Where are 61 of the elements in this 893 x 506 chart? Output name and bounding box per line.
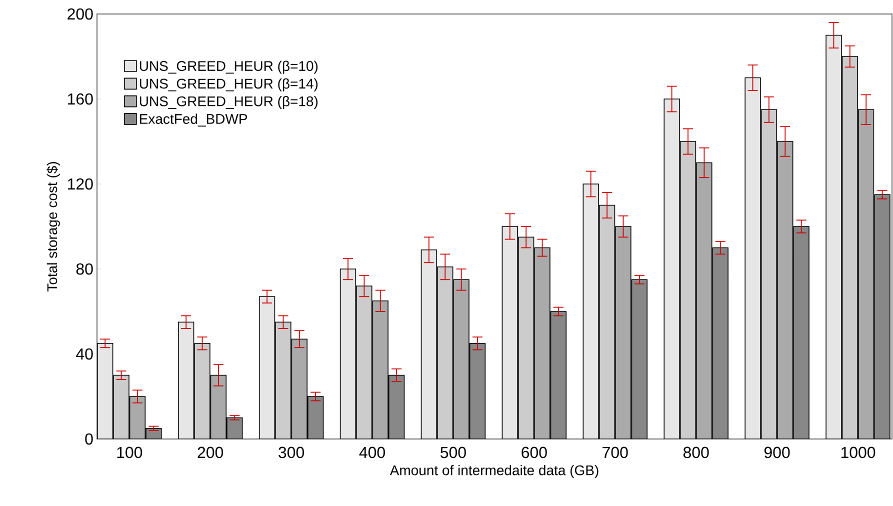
legend-label: UNS_GREED_HEUR (β=14) bbox=[140, 78, 318, 92]
y-tick-label: 120 bbox=[68, 178, 93, 190]
x-tick-label: 700 bbox=[602, 446, 628, 458]
bar bbox=[842, 56, 858, 439]
bar bbox=[113, 374, 130, 439]
bar bbox=[760, 109, 778, 439]
bar bbox=[307, 396, 324, 439]
bar bbox=[858, 109, 874, 439]
y-axis-title: Total storage cost ($) bbox=[46, 162, 60, 292]
bar bbox=[356, 286, 372, 439]
x-tick-label: 300 bbox=[278, 446, 304, 458]
bar bbox=[420, 249, 438, 439]
bar bbox=[582, 184, 599, 439]
bar bbox=[340, 268, 356, 439]
legend-label: UNS_GREED_HEUR (β=10) bbox=[140, 60, 318, 74]
bar bbox=[194, 342, 210, 439]
legend-label: ExactFed_BDWP bbox=[140, 114, 248, 127]
bar bbox=[275, 322, 292, 439]
bar bbox=[712, 248, 728, 439]
bar bbox=[534, 247, 550, 439]
bar bbox=[226, 417, 243, 439]
bar bbox=[518, 236, 534, 439]
x-axis-title: Amount of intermedaite data (GB) bbox=[390, 464, 598, 478]
y-tick-label: 80 bbox=[76, 263, 93, 275]
bar bbox=[874, 194, 890, 439]
bar bbox=[502, 226, 518, 439]
bar bbox=[388, 374, 405, 439]
bar bbox=[129, 396, 146, 439]
x-tick-label: 200 bbox=[198, 446, 224, 458]
x-tick-label: 400 bbox=[359, 446, 385, 458]
legend-label: UNS_GREED_HEUR (β=18) bbox=[140, 96, 318, 110]
bar bbox=[598, 204, 616, 439]
x-tick-label: 900 bbox=[764, 446, 790, 458]
y-tick-label: 160 bbox=[68, 93, 93, 105]
bar bbox=[178, 322, 194, 439]
y-tick-label: 40 bbox=[76, 348, 93, 360]
bar bbox=[664, 98, 680, 439]
bar bbox=[631, 279, 648, 439]
bar bbox=[258, 296, 276, 439]
bar bbox=[680, 141, 696, 439]
bar bbox=[793, 226, 810, 439]
bar bbox=[615, 226, 632, 439]
bar bbox=[777, 141, 794, 439]
bar bbox=[696, 162, 712, 439]
bar bbox=[744, 77, 761, 439]
bar bbox=[826, 34, 842, 439]
bar bbox=[291, 338, 308, 439]
y-tick-label: 200 bbox=[68, 8, 93, 20]
bar bbox=[550, 311, 567, 439]
x-tick-label: 100 bbox=[117, 446, 142, 458]
x-tick-label: 800 bbox=[683, 446, 709, 458]
bar bbox=[437, 266, 454, 439]
bar bbox=[469, 342, 486, 439]
x-tick-label: 600 bbox=[522, 446, 547, 458]
x-tick-label: 500 bbox=[440, 446, 466, 458]
y-tick-label: 0 bbox=[85, 433, 93, 445]
bar bbox=[210, 374, 227, 439]
bar bbox=[97, 342, 114, 439]
x-tick-label: 1000 bbox=[841, 446, 876, 458]
bar bbox=[453, 279, 470, 439]
bar bbox=[372, 300, 388, 439]
